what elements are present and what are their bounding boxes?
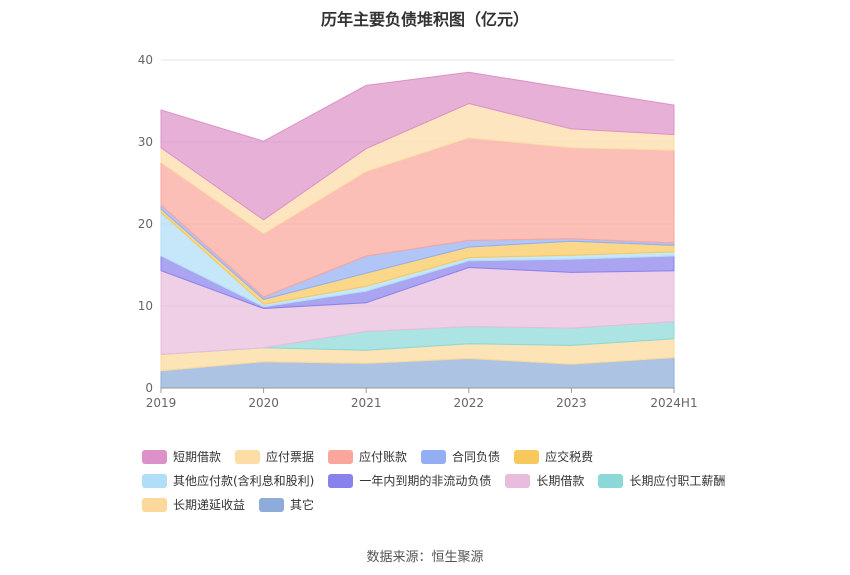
- legend-item[interactable]: 短期借款: [142, 448, 221, 465]
- legend-item[interactable]: 应付账款: [328, 448, 407, 465]
- legend-label: 应付票据: [266, 450, 315, 464]
- legend-item[interactable]: 其他应付款(含利息和股利): [142, 472, 314, 489]
- area-series-10: [160, 71, 675, 221]
- legend-label: 长期应付职工薪酬: [629, 474, 726, 488]
- legend-label: 应付账款: [359, 450, 408, 464]
- legend-label: 其它: [290, 498, 315, 512]
- legend-item[interactable]: 应交税费: [514, 448, 593, 465]
- legend-label: 长期借款: [536, 474, 585, 488]
- legend-label: 合同负债: [452, 450, 501, 464]
- legend-label: 短期借款: [173, 450, 222, 464]
- source-note: 数据来源：恒生聚源: [366, 550, 484, 565]
- x-tick-label: 2024H1: [650, 396, 697, 410]
- x-tick-label: 2020: [248, 396, 279, 410]
- legend-swatch: [421, 449, 447, 464]
- legend-swatch: [259, 497, 285, 512]
- y-tick-label: 30: [138, 135, 153, 149]
- legend-swatch: [328, 449, 354, 464]
- chart-canvas: 0 10 20 30 40 2019 2020 2021 2022 2023 2024H1: [138, 53, 698, 410]
- legend-swatch: [142, 497, 167, 512]
- y-tick-label: 0: [145, 381, 153, 395]
- legend-item[interactable]: 长期递延收益: [142, 496, 245, 513]
- legend-label: 一年内到期的非流动负债: [359, 474, 492, 488]
- legend-swatch: [598, 473, 624, 488]
- legend-item[interactable]: 一年内到期的非流动负债: [328, 472, 491, 489]
- legend-label: 长期递延收益: [173, 498, 246, 512]
- legend-item[interactable]: 应付票据: [235, 448, 314, 465]
- x-tick-label: 2021: [351, 396, 382, 410]
- y-tick-label: 20: [138, 217, 153, 231]
- legend-item[interactable]: 合同负债: [421, 448, 500, 465]
- legend-swatch: [514, 449, 540, 464]
- legend-swatch: [235, 449, 261, 464]
- legend-swatch: [505, 473, 531, 488]
- x-tick-label: 2022: [454, 396, 485, 410]
- legend-swatch: [328, 473, 354, 488]
- y-tick-label: 10: [138, 299, 153, 313]
- axes: 0 10 20 30 40 2019 2020 2021 2022 2023 2024H1: [138, 53, 698, 410]
- chart-title: 历年主要负债堆积图（亿元）: [320, 10, 529, 29]
- legend-label: 其他应付款(含利息和股利): [173, 474, 315, 488]
- x-tick-label: 2023: [556, 396, 587, 410]
- legend: 短期借款 应付票据 应付账款 合同负债 应交税费其他应付款(含利息和股利) 一年内到期的非…: [142, 448, 742, 520]
- legend-item[interactable]: 其它: [259, 496, 314, 513]
- legend-swatch: [142, 473, 167, 488]
- legend-item[interactable]: 长期应付职工薪酬: [598, 472, 725, 489]
- legend-item[interactable]: 长期借款: [505, 472, 584, 489]
- x-tick-label: 2019: [146, 396, 177, 410]
- area-series: [160, 71, 675, 389]
- legend-label: 应交税费: [545, 450, 594, 464]
- legend-swatch: [142, 449, 167, 464]
- y-tick-label: 40: [138, 53, 153, 67]
